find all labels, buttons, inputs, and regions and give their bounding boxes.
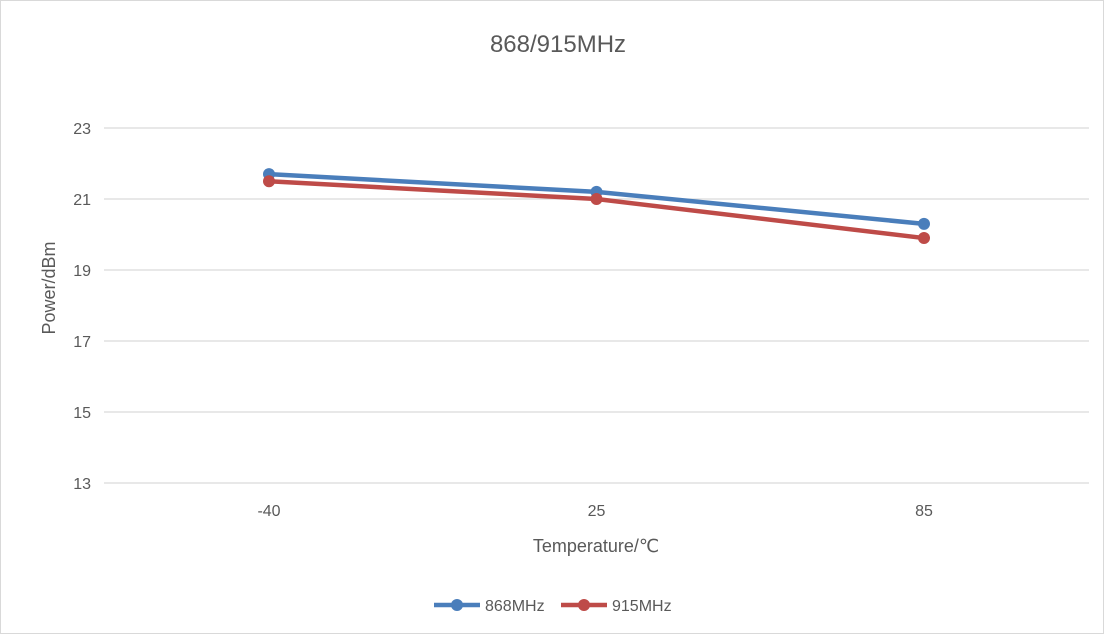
y-axis-ticks: 13 15 17 19 21 23 xyxy=(73,121,91,493)
y-tick-label: 15 xyxy=(73,405,91,422)
y-tick-label: 21 xyxy=(73,192,91,209)
x-tick-label: 25 xyxy=(588,503,606,520)
legend: 868MHz 915MHz xyxy=(434,598,672,615)
data-point xyxy=(263,175,275,188)
x-tick-label: 85 xyxy=(915,503,933,520)
y-tick-label: 17 xyxy=(73,334,91,351)
legend-item: 915MHz xyxy=(561,598,672,615)
gridlines xyxy=(104,127,1089,484)
legend-label: 868MHz xyxy=(485,598,545,615)
data-point xyxy=(918,217,930,230)
legend-swatch-marker xyxy=(578,599,590,611)
chart-title: 868/915MHz xyxy=(490,31,626,58)
legend-swatch-marker xyxy=(451,599,463,611)
series xyxy=(263,168,930,245)
x-axis-ticks: -40 25 85 xyxy=(257,503,933,520)
data-point xyxy=(918,232,930,245)
series-2 xyxy=(263,175,930,245)
y-axis-title: Power/dBm xyxy=(39,241,59,334)
x-tick-label: -40 xyxy=(257,503,280,520)
y-tick-label: 13 xyxy=(73,476,91,493)
y-tick-label: 23 xyxy=(73,121,91,138)
legend-label: 915MHz xyxy=(612,598,672,615)
y-tick-label: 19 xyxy=(73,263,91,280)
x-axis-title: Temperature/℃ xyxy=(533,536,659,556)
legend-item: 868MHz xyxy=(434,598,545,615)
data-point xyxy=(590,193,603,205)
